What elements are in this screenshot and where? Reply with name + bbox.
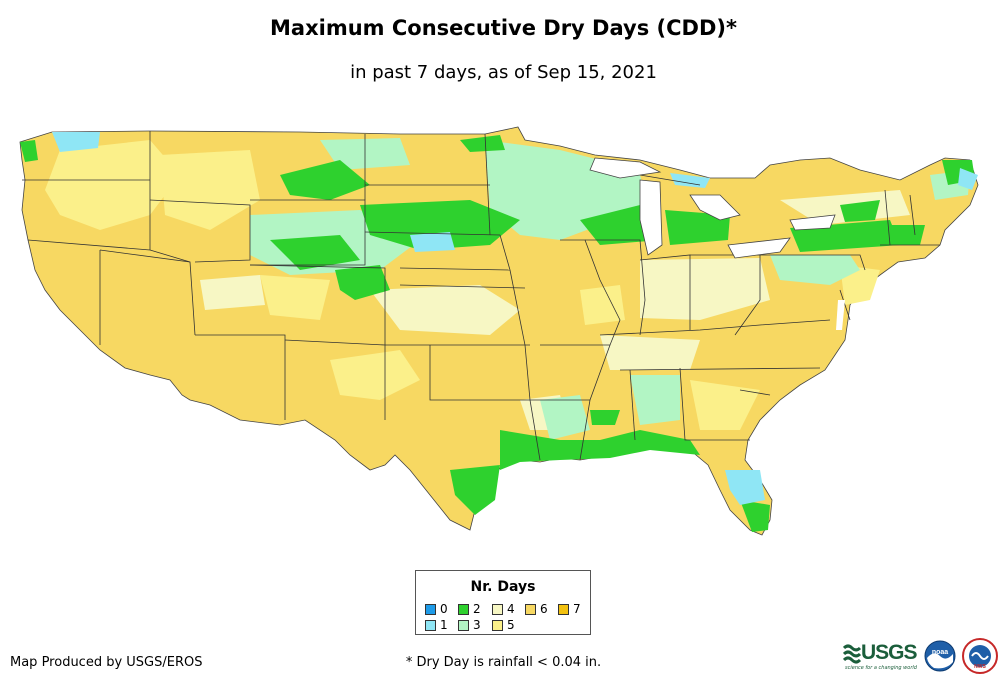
- legend-title: Nr. Days: [470, 579, 536, 595]
- map-subtitle: in past 7 days, as of Sep 15, 2021: [350, 62, 657, 83]
- legend-swatch-3: [458, 620, 469, 631]
- nws-logo: NWS: [962, 638, 998, 674]
- map-legend: Nr. Days 0 1 2 3 4 5 6 7: [415, 570, 591, 635]
- legend-swatch-5: [492, 620, 503, 631]
- legend-swatch-2: [458, 604, 469, 615]
- zones-5-days: [45, 140, 880, 430]
- legend-item-3: 3: [458, 619, 481, 631]
- zones-1-day: [52, 132, 978, 505]
- noaa-wordmark: noaa: [932, 649, 948, 656]
- state-boundaries: [22, 131, 940, 461]
- dry-day-footnote: * Dry Day is rainfall < 0.04 in.: [405, 655, 602, 670]
- usgs-tagline: science for a changing world: [845, 665, 917, 671]
- map-title: Maximum Consecutive Dry Days (CDD)*: [270, 16, 737, 40]
- map-credit: Map Produced by USGS/EROS: [10, 655, 203, 670]
- legend-swatch-0: [425, 604, 436, 615]
- legend-swatch-7: [558, 604, 569, 615]
- legend-item-0: 0: [425, 603, 448, 615]
- usgs-logo: USGS science for a changing world: [843, 640, 919, 671]
- noaa-logo: noaa: [924, 640, 956, 672]
- legend-item-2: 2: [458, 603, 481, 615]
- legend-swatch-1: [425, 620, 436, 631]
- legend-item-4: 4: [492, 603, 515, 615]
- nws-wordmark: NWS: [974, 664, 986, 670]
- legend-item-1: 1: [425, 619, 448, 631]
- great-lakes: [589, 157, 836, 259]
- usgs-wordmark: USGS: [861, 641, 918, 664]
- legend-item-7: 7: [558, 603, 581, 615]
- legend-swatch-6: [525, 604, 536, 615]
- zones-4-days: [200, 190, 910, 430]
- zones-2-days: [20, 135, 975, 532]
- legend-item-6: 6: [525, 603, 548, 615]
- usgs-wave-icon: [843, 644, 861, 664]
- chesapeake-bay: [836, 300, 845, 330]
- legend-swatch-4: [492, 604, 503, 615]
- legend-item-5: 5: [492, 619, 515, 631]
